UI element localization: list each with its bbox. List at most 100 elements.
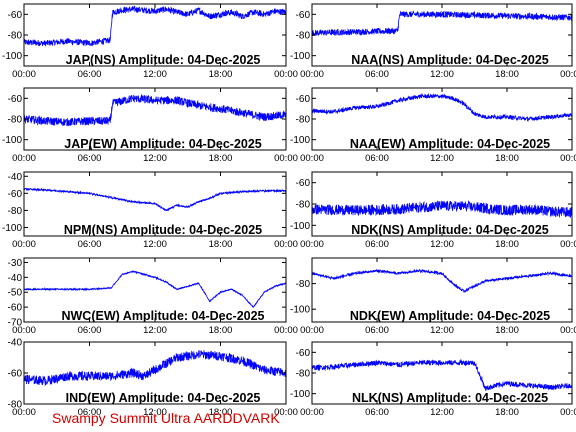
y-tick-label: -70 [8, 318, 23, 329]
x-tick-label: 06:00 [365, 153, 389, 164]
x-tick-label: 00:00 [274, 153, 298, 164]
x-tick-label: 00:00 [560, 407, 576, 418]
x-tick-label: 12:00 [430, 239, 454, 250]
x-tick-label: 06:00 [78, 325, 102, 336]
y-tick-label: -60 [8, 303, 23, 314]
panel-5: -40 -60 -80 -100 00:00 06:00 12:00 18:00 00:00 NP… [2, 171, 298, 250]
y-tick-label: -80 [8, 31, 23, 42]
panel-2: -60 -80 -100 00:00 06:00 12:00 18:00 00:00 NAA(N… [290, 3, 576, 80]
x-tick-label: 00:00 [300, 325, 324, 336]
panel-title: NLK(NS) Amplitude: 04-Dec-2025 [352, 391, 548, 405]
x-tick-label: 18:00 [209, 325, 233, 336]
panel-title: NDK(NS) Amplitude: 04-Dec-2025 [351, 223, 549, 237]
y-tick-label: -100 [2, 135, 22, 146]
y-tick-label: -30 [8, 258, 23, 269]
x-tick-label: 12:00 [143, 325, 167, 336]
panel-8: -80 -100 00:00 06:00 12:00 18:00 00:00 NDK(EW) … [290, 257, 576, 336]
x-tick-label: 12:00 [143, 153, 167, 164]
y-tick-label: -80 [8, 115, 23, 126]
y-tick-label: -100 [2, 51, 22, 62]
x-tick-label: 00:00 [274, 239, 298, 250]
x-tick-label: 00:00 [300, 407, 324, 418]
x-tick-label: 18:00 [495, 239, 519, 250]
x-tick-label: 12:00 [430, 325, 454, 336]
x-tick-label: 06:00 [78, 69, 102, 80]
y-tick-label: -60 [296, 178, 311, 189]
y-tick-label: -80 [296, 200, 311, 211]
x-tick-label: 18:00 [209, 239, 233, 250]
panel-10: -60 -80 -100 00:00 06:00 12:00 18:00 00:00 NLK(N… [290, 341, 576, 418]
x-tick-label: 18:00 [209, 69, 233, 80]
y-tick-label: -60 [296, 94, 311, 105]
y-tick-label: -80 [296, 369, 311, 380]
y-tick-label: -100 [2, 223, 22, 234]
panel-title: NAA(EW) Amplitude: 04-Dec-2025 [350, 137, 550, 151]
series-trace [24, 93, 286, 127]
series-trace [312, 358, 572, 391]
x-tick-label: 00:00 [300, 153, 324, 164]
x-tick-label: 12:00 [143, 239, 167, 250]
x-tick-label: 06:00 [78, 407, 102, 418]
series-trace [24, 350, 286, 387]
series-trace [312, 10, 572, 37]
panel-title: JAP(EW) Amplitude: 04-Dec-2025 [64, 137, 262, 151]
x-tick-label: 00:00 [12, 153, 36, 164]
y-tick-label: -100 [290, 389, 310, 400]
y-tick-label: -60 [8, 189, 23, 200]
x-tick-label: 00:00 [560, 69, 576, 80]
x-tick-label: 18:00 [495, 153, 519, 164]
y-tick-label: -40 [8, 338, 23, 349]
panel-title: NPM(NS) Amplitude: 04-Dec-2025 [64, 223, 262, 237]
x-tick-label: 00:00 [300, 239, 324, 250]
series-trace [24, 187, 286, 212]
panel-title: NDK(EW) Amplitude: 04-Dec-2025 [350, 309, 550, 323]
x-tick-label: 00:00 [274, 69, 298, 80]
x-tick-label: 12:00 [430, 407, 454, 418]
y-tick-label: -50 [8, 288, 23, 299]
y-tick-label: -60 [296, 10, 311, 21]
x-tick-label: 00:00 [300, 69, 324, 80]
series-trace [312, 200, 572, 218]
panel-4: -60 -80 -100 00:00 06:00 12:00 18:00 00:00 NAA(E… [290, 87, 576, 164]
x-tick-label: 00:00 [560, 325, 576, 336]
series-trace [312, 268, 572, 294]
x-tick-label: 06:00 [365, 69, 389, 80]
x-tick-label: 00:00 [12, 69, 36, 80]
x-tick-label: 18:00 [495, 69, 519, 80]
panel-1: -60 -80 -100 00:00 06:00 12:00 18:00 00:00 JAP(N… [2, 3, 298, 80]
x-tick-label: 00:00 [560, 239, 576, 250]
x-tick-label: 00:00 [12, 325, 36, 336]
panel-title: JAP(NS) Amplitude: 04-Dec-2025 [66, 53, 261, 67]
x-tick-label: 00:00 [274, 407, 298, 418]
y-tick-label: -60 [8, 369, 23, 380]
panel-title: NWC(EW) Amplitude: 04-Dec-2025 [61, 309, 264, 323]
x-tick-label: 06:00 [365, 325, 389, 336]
series-trace [24, 270, 286, 309]
x-tick-label: 12:00 [430, 153, 454, 164]
panel-6: -60 -80 -100 00:00 06:00 12:00 18:00 00:00 NDK(N… [290, 171, 576, 250]
y-tick-label: -40 [8, 172, 23, 183]
x-tick-label: 06:00 [365, 407, 389, 418]
x-tick-label: 06:00 [78, 239, 102, 250]
panel-3: -60 -80 -100 00:00 06:00 12:00 18:00 00:00 JAP(E… [2, 87, 298, 164]
y-tick-label: -60 [296, 348, 311, 359]
y-tick-label: -80 [8, 400, 23, 411]
x-tick-label: 12:00 [430, 69, 454, 80]
x-tick-label: 18:00 [209, 153, 233, 164]
y-tick-label: -60 [8, 10, 23, 21]
y-tick-label: -100 [290, 51, 310, 62]
x-tick-label: 18:00 [495, 407, 519, 418]
x-tick-label: 00:00 [560, 153, 576, 164]
y-tick-label: -80 [296, 31, 311, 42]
y-tick-label: -80 [296, 279, 311, 290]
footer-label: Swampy Summit Ultra AARDDVARK [52, 410, 280, 426]
x-tick-label: 00:00 [274, 325, 298, 336]
y-tick-label: -60 [8, 94, 23, 105]
y-tick-label: -80 [8, 206, 23, 217]
x-tick-label: 06:00 [365, 239, 389, 250]
panel-title: IND(EW) Amplitude: 04-Dec-2025 [66, 391, 261, 405]
x-tick-label: 18:00 [495, 325, 519, 336]
